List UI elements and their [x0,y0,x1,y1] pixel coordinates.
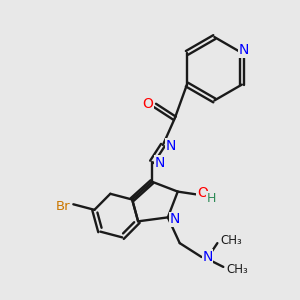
Text: N: N [155,156,165,170]
Text: N: N [202,250,213,264]
Text: O: O [197,186,208,200]
Text: CH₃: CH₃ [226,263,248,276]
Text: CH₃: CH₃ [220,234,242,247]
Text: N: N [169,212,180,226]
Text: N: N [166,139,176,153]
Text: Br: Br [56,200,71,213]
Text: N: N [238,43,249,57]
Text: H: H [207,192,216,205]
Text: O: O [142,98,154,111]
